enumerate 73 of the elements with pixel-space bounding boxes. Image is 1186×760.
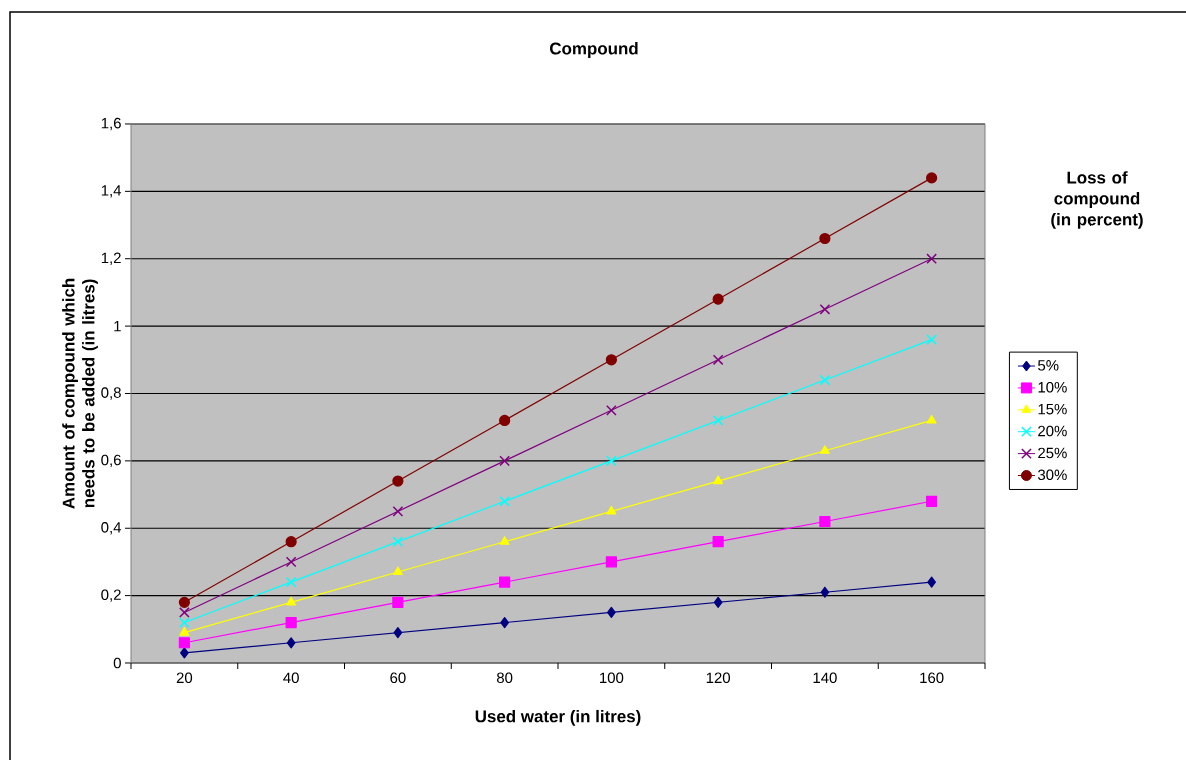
point (606, 404, 617, 416)
point (819, 303, 831, 315)
point (392, 475, 404, 487)
x-tick-label: 160 (920, 672, 944, 684)
point (392, 506, 404, 517)
x-tick-label: 120 (706, 672, 731, 684)
y-tick-label: 0,4 (101, 522, 122, 535)
y-tick-label: 0,2 (101, 589, 121, 602)
point (286, 637, 296, 649)
point (819, 445, 830, 454)
point (712, 354, 724, 366)
point (179, 607, 190, 618)
point (713, 596, 723, 608)
point (285, 576, 297, 588)
legend-title: Loss of compound (in percent) (1051, 171, 1143, 229)
point (180, 647, 189, 659)
point (178, 596, 190, 608)
point (499, 536, 510, 545)
point (927, 576, 936, 588)
point (926, 334, 937, 345)
point (179, 627, 190, 636)
point (605, 556, 617, 568)
point (179, 617, 190, 628)
y-tick-label: 1 (114, 320, 121, 332)
point (820, 586, 830, 598)
y-tick-label: 0,6 (101, 454, 121, 468)
point (713, 475, 724, 485)
point (285, 556, 297, 568)
point (499, 495, 510, 507)
x-tick-label: 40 (283, 672, 299, 684)
point (392, 566, 403, 576)
legend-label: 5% (1038, 360, 1059, 371)
x-tick-label: 80 (496, 672, 513, 684)
y-axis-title: Amount of compound which needs to be added (in litres) (62, 278, 98, 509)
point (712, 415, 724, 426)
point (392, 596, 404, 608)
point (926, 495, 938, 507)
legend-label: 15% (1038, 403, 1067, 415)
point (499, 576, 511, 588)
x-tick-label: 140 (813, 672, 837, 684)
point (819, 515, 831, 528)
point (712, 536, 724, 548)
point (606, 505, 617, 515)
point (285, 536, 297, 548)
y-tick-label: 1,6 (101, 117, 121, 131)
x-tick-label: 60 (390, 672, 406, 684)
point (819, 232, 831, 245)
point (926, 253, 937, 265)
legend-label: 30% (1037, 469, 1067, 481)
y-tick-label: 1,4 (101, 185, 122, 198)
point (926, 414, 937, 424)
chart-title: Compound (550, 42, 638, 58)
point (393, 627, 403, 639)
point (712, 293, 724, 305)
x-tick-label: 100 (600, 672, 624, 684)
point (606, 455, 617, 467)
point (499, 414, 511, 427)
point (178, 637, 190, 649)
point (499, 455, 510, 467)
x-axis-title: Used water (in litres) (475, 709, 641, 726)
y-tick-label: 1,2 (101, 252, 121, 265)
point (605, 354, 617, 366)
y-tick-label: 0 (113, 657, 121, 669)
x-tick-label: 20 (176, 672, 193, 684)
legend-label: 25% (1038, 447, 1067, 459)
point (926, 172, 938, 184)
legend-label: 20% (1038, 425, 1067, 437)
y-tick-label: 0,8 (101, 387, 121, 400)
point (819, 374, 831, 386)
point (285, 616, 297, 629)
point (392, 536, 404, 548)
legend-label: 10% (1038, 381, 1067, 393)
point (286, 596, 297, 606)
